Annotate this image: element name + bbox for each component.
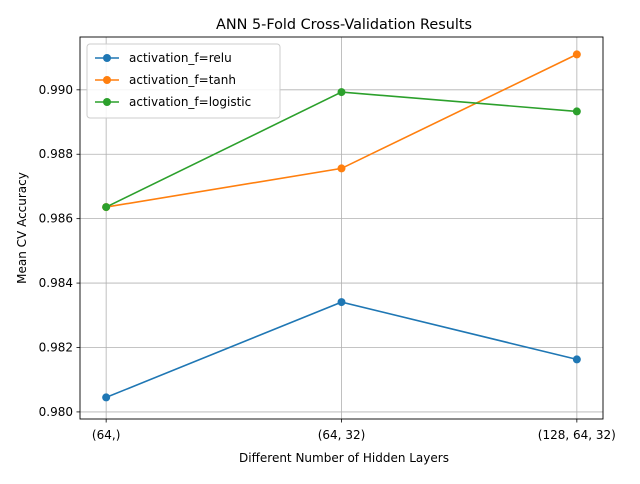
y-tick-label: 0.988 — [39, 147, 73, 161]
legend-item: activation_f=relu — [95, 51, 232, 65]
legend-item: activation_f=logistic — [95, 95, 251, 109]
legend-marker — [103, 98, 111, 106]
legend: activation_f=relu activation_f=tanhactiva… — [86, 43, 281, 119]
y-tick-label: 0.986 — [39, 212, 73, 226]
legend-item: activation_f=tanh — [95, 73, 236, 87]
x-axis-label: Different Number of Hidden Layers — [239, 451, 449, 465]
legend-marker — [103, 76, 111, 84]
x-tick-label: (64, 32) — [318, 428, 366, 442]
data-point — [337, 88, 346, 97]
legend-label: activation_f=logistic — [129, 95, 251, 109]
data-point — [102, 203, 111, 212]
series-0 — [102, 298, 581, 402]
y-tick-label: 0.980 — [39, 405, 73, 419]
data-point — [572, 355, 581, 364]
legend-label: activation_f=tanh — [129, 73, 236, 87]
data-point — [572, 107, 581, 116]
legend-label: activation_f=relu — [129, 51, 232, 65]
x-tick-label: (128, 64, 32) — [538, 428, 616, 442]
series-layer — [102, 50, 581, 402]
legend-box — [86, 43, 281, 119]
data-point — [572, 50, 581, 59]
y-axis-label: Mean CV Accuracy — [15, 172, 29, 284]
axis-ticks: 0.980 0.982 0.984 0.986 0.988 0.990 (64,) (64, … — [39, 83, 616, 442]
x-tick-label: (64,) — [92, 428, 120, 442]
y-tick-label: 0.990 — [39, 83, 73, 97]
y-tick-label: 0.984 — [39, 276, 73, 290]
data-point — [337, 298, 346, 307]
series-2 — [102, 88, 581, 212]
legend-marker — [103, 54, 111, 62]
chart-title: ANN 5-Fold Cross-Validation Results — [216, 17, 472, 33]
data-point — [102, 393, 111, 402]
data-point — [337, 164, 346, 173]
y-tick-label: 0.982 — [39, 340, 73, 354]
